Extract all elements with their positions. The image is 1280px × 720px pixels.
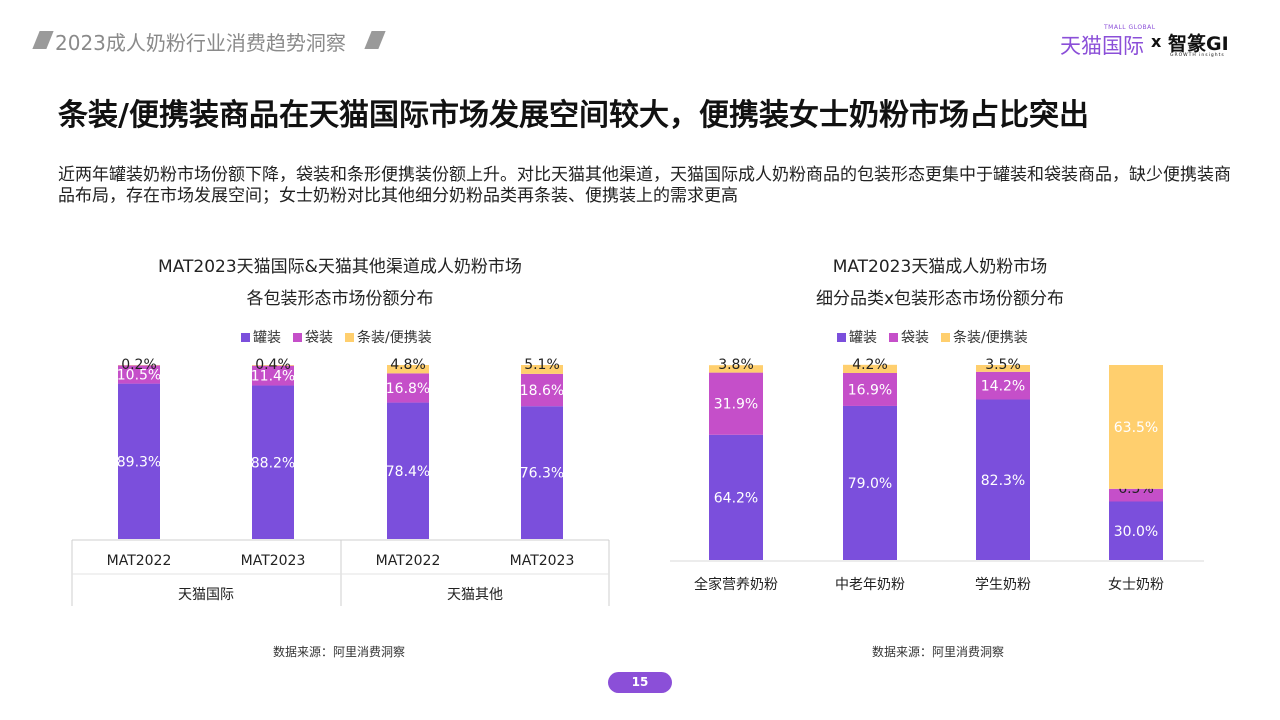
chart2-x-tick-4: 女士奶粉 <box>1108 576 1164 593</box>
chart2-title: MAT2023天猫成人奶粉市场 细分品类x包装形态市场份额分布 <box>690 251 1190 315</box>
chart1-bar-bag-4 <box>521 373 563 407</box>
chart1-legend-bag: 袋装 <box>293 327 333 347</box>
chart2-label-bag-2: 16.9% <box>848 382 892 398</box>
page-number: 15 <box>608 672 672 693</box>
chart2-legend-stick: 条装/便携装 <box>941 327 1028 347</box>
chart2-label-stick-4: 63.5% <box>1114 420 1158 436</box>
chart2-label-can-2: 79.0% <box>848 476 892 492</box>
chart1-label-bag-2: 11.4% <box>251 369 295 385</box>
logo-tmall-text: 天猫国际 <box>1060 34 1144 58</box>
legend-swatch-stick <box>941 332 950 342</box>
legend-swatch-can <box>241 332 250 342</box>
legend-swatch-bag <box>889 332 898 342</box>
chart1-bar-can-2 <box>252 385 294 539</box>
legend-label: 条装/便携装 <box>357 330 432 346</box>
chart2-bar-can-3 <box>976 399 1030 560</box>
chart1-bar-stick-4 <box>521 365 563 374</box>
chart1-label-can-4: 76.3% <box>520 466 564 482</box>
chart1-title: MAT2023天猫国际&天猫其他渠道成人奶粉市场 各包装形态市场份额分布 <box>60 251 620 315</box>
logo-gi-subtext: GROWTH insights <box>1170 53 1225 58</box>
chart1-title-line2: 各包装形态市场份额分布 <box>246 289 434 309</box>
chart2-x-tick-2: 中老年奶粉 <box>835 577 905 593</box>
chart2-x-tick-3: 学生奶粉 <box>975 577 1031 593</box>
chart1-x-tick-4: MAT2023 <box>510 553 575 569</box>
chart1-legend: 罐装 袋装 条装/便携装 <box>241 327 432 347</box>
chart1-legend-stick: 条装/便携装 <box>345 327 432 347</box>
brand-logo: TMALL GLOBAL 天猫国际 x 智篆GI GROWTH insights <box>1060 24 1240 60</box>
chart1-label-stick-2: 0.4% <box>255 357 291 373</box>
chart2-bar-bag-2 <box>843 372 897 406</box>
chart2-label-bag-3: 14.2% <box>981 379 1025 395</box>
chart1-label-stick-1: 0.2% <box>121 357 157 373</box>
legend-swatch-bag <box>293 332 302 342</box>
chart1-label-can-1: 89.3% <box>117 454 161 470</box>
chart1-label-bag-1: 10.5% <box>117 367 161 383</box>
chart2-bar-stick-2 <box>843 364 897 373</box>
chart2-x-tick-1: 全家营养奶粉 <box>694 576 778 593</box>
chart2-label-can-1: 64.2% <box>714 490 758 506</box>
chart1-label-can-3: 78.4% <box>386 464 430 480</box>
chart2-label-can-3: 82.3% <box>981 473 1025 489</box>
legend-label: 袋装 <box>305 330 333 346</box>
chart1-x-tick-1: MAT2022 <box>107 553 172 569</box>
chart2-bar-bag-4 <box>1109 488 1163 502</box>
chart2-bar-stick-4 <box>1109 365 1163 489</box>
logo-gi-text: 智篆GI <box>1168 33 1229 55</box>
chart1-bar-can-4 <box>521 406 563 539</box>
chart1-bar-bag-2 <box>252 365 294 386</box>
chart2-bar-stick-3 <box>976 365 1030 372</box>
legend-label: 袋装 <box>901 330 929 346</box>
chart1-legend-can: 罐装 <box>241 327 281 347</box>
slide-headline: 条装/便携装商品在天猫国际市场发展空间较大，便携装女士奶粉市场占比突出 <box>58 98 1089 133</box>
legend-label: 罐装 <box>253 330 281 346</box>
chart2-title-line2: 细分品类x包装形态市场份额分布 <box>815 289 1065 309</box>
chart2-bar-can-2 <box>843 405 897 560</box>
chart1-bar-stick-3 <box>387 365 429 374</box>
chart2-bar-bag-1 <box>709 372 763 435</box>
chart1-bar-stick-2 <box>252 365 294 366</box>
chart2-legend-bag: 袋装 <box>889 327 929 347</box>
chart1-bar-can-1 <box>118 383 160 539</box>
legend-swatch-stick <box>345 332 354 342</box>
chart2-source-note: 数据来源：阿里消费洞察 <box>872 645 1005 659</box>
chart2-bar-bag-3 <box>976 371 1030 400</box>
chart2-legend: 罐装 袋装 条装/便携装 <box>837 327 1028 347</box>
chart1-group-label-1: 天猫国际 <box>178 587 234 603</box>
chart1-x-tick-3: MAT2022 <box>376 553 441 569</box>
chart1-label-stick-4: 5.1% <box>524 357 560 373</box>
chart2-label-can-4: 30.0% <box>1114 524 1158 540</box>
logo-tmall-global-text: TMALL GLOBAL <box>1104 24 1156 31</box>
chart1-title-line1: MAT2023天猫国际&天猫其他渠道成人奶粉市场 <box>158 257 522 277</box>
chart2-label-stick-1: 3.8% <box>718 357 754 373</box>
chart1-label-bag-3: 16.8% <box>386 381 430 397</box>
chart1-source-note: 数据来源：阿里消费洞察 <box>273 645 406 659</box>
logo-collab-x: x <box>1151 32 1162 51</box>
legend-label: 条装/便携装 <box>953 330 1028 346</box>
chart2-legend-can: 罐装 <box>837 327 877 347</box>
chart1-bar-bag-1 <box>118 365 160 384</box>
chart1-bar-can-3 <box>387 402 429 539</box>
chart2-bar-can-4 <box>1109 501 1163 560</box>
chart2-title-line1: MAT2023天猫成人奶粉市场 <box>832 257 1048 277</box>
report-title: 2023成人奶粉行业消费趋势洞察 <box>55 31 346 55</box>
chart1-label-can-2: 88.2% <box>251 455 295 471</box>
legend-label: 罐装 <box>849 330 877 346</box>
intro-paragraph: 近两年罐装奶粉市场份额下降，袋装和条形便携装份额上升。对比天猫其他渠道，天猫国际… <box>58 165 1231 206</box>
chart2-label-stick-3: 3.5% <box>985 357 1021 373</box>
chart1-bar-bag-3 <box>387 373 429 403</box>
chart1-group-label-2: 天猫其他 <box>447 587 503 603</box>
chart2-bar-can-1 <box>709 434 763 560</box>
chart1-x-tick-2: MAT2023 <box>241 553 306 569</box>
chart2-label-bag-1: 31.9% <box>714 397 758 413</box>
chart1-label-stick-3: 4.8% <box>390 357 426 373</box>
chart1-label-bag-4: 18.6% <box>520 383 564 399</box>
chart2-label-stick-2: 4.2% <box>852 357 888 373</box>
chart2-bar-stick-1 <box>709 365 763 373</box>
legend-swatch-can <box>837 332 846 342</box>
